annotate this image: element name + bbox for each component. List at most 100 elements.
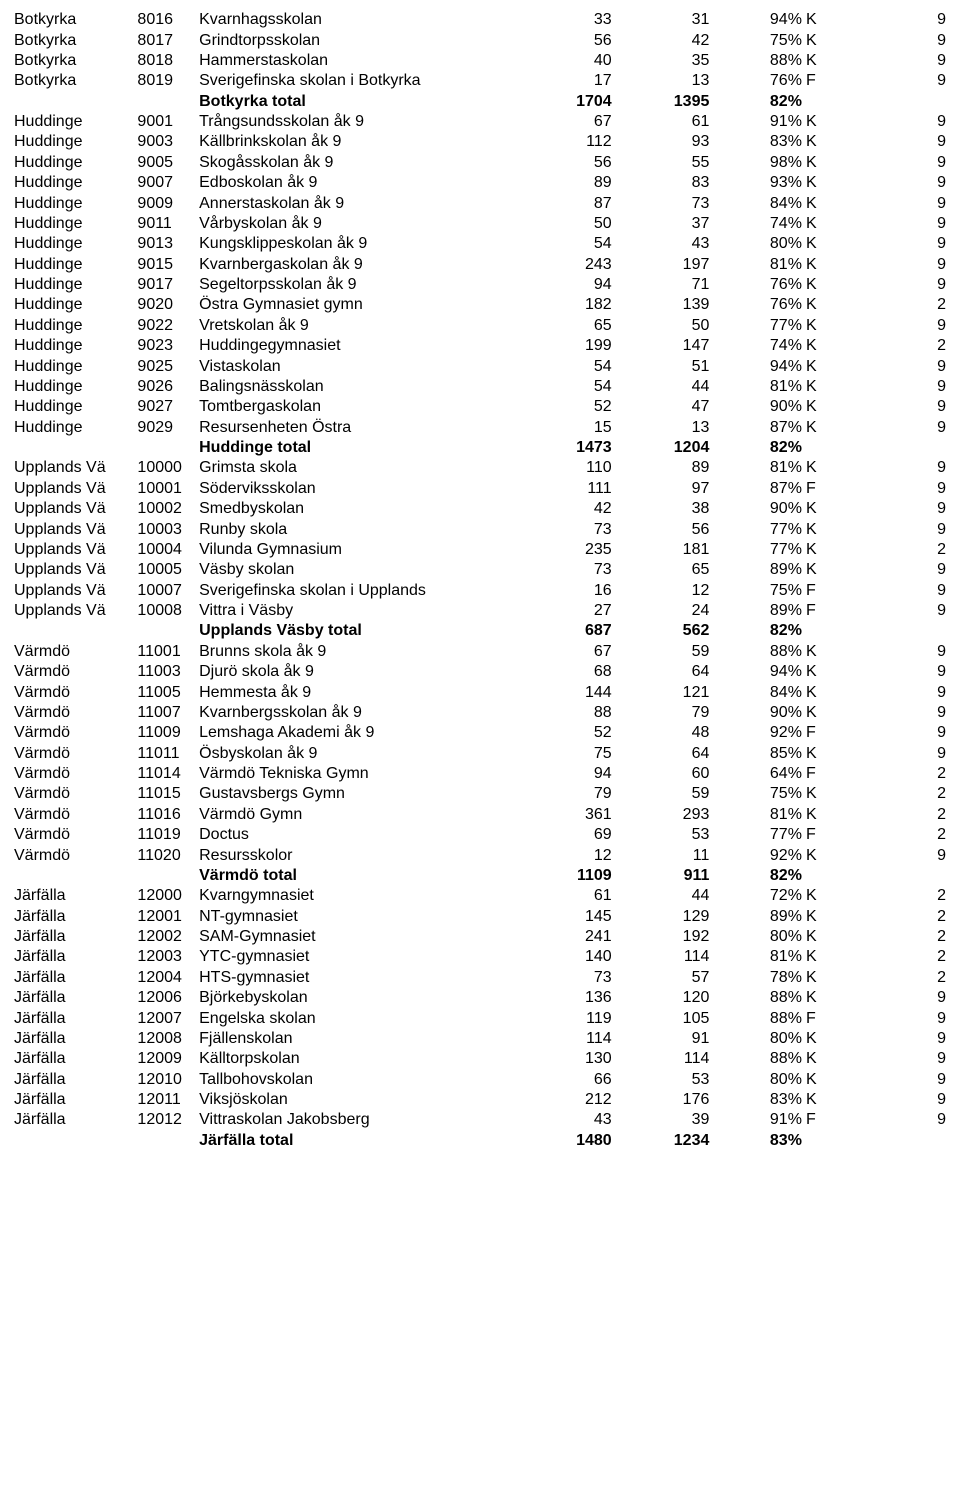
total-row: Värmdö total110991182% bbox=[12, 866, 948, 886]
cell-value2: 129 bbox=[614, 907, 712, 927]
cell-grade: 9 bbox=[835, 153, 948, 173]
table-row: Huddinge9009Annerstaskolan åk 9877384%K9 bbox=[12, 193, 948, 213]
cell-type: K bbox=[804, 356, 835, 376]
cell-municipality: Huddinge bbox=[12, 112, 135, 132]
cell-type: F bbox=[804, 1008, 835, 1028]
cell-type: K bbox=[804, 560, 835, 580]
cell-value2: 93 bbox=[614, 132, 712, 152]
cell-municipality: Värmdö bbox=[12, 825, 135, 845]
cell-code: 10008 bbox=[135, 601, 197, 621]
cell-name: Värmdö total bbox=[197, 866, 516, 886]
cell-percent: 81% bbox=[711, 377, 804, 397]
cell-code: 8018 bbox=[135, 51, 197, 71]
table-row: Värmdö11019Doctus695377%F2 bbox=[12, 825, 948, 845]
cell-type: K bbox=[804, 377, 835, 397]
table-row: Värmdö11003Djurö skola åk 9686494%K9 bbox=[12, 662, 948, 682]
cell-name: Fjällenskolan bbox=[197, 1029, 516, 1049]
cell-type: K bbox=[804, 275, 835, 295]
total-row: Upplands Väsby total68756282% bbox=[12, 621, 948, 641]
cell-value1: 73 bbox=[516, 519, 614, 539]
cell-code bbox=[135, 621, 197, 641]
cell-name: Trångsundsskolan åk 9 bbox=[197, 112, 516, 132]
cell-value1: 87 bbox=[516, 193, 614, 213]
cell-percent: 87% bbox=[711, 418, 804, 438]
cell-name: Värmdö Tekniska Gymn bbox=[197, 764, 516, 784]
cell-value1: 43 bbox=[516, 1110, 614, 1130]
cell-code: 9023 bbox=[135, 336, 197, 356]
cell-type: K bbox=[804, 805, 835, 825]
cell-value2: 61 bbox=[614, 112, 712, 132]
cell-percent: 81% bbox=[711, 458, 804, 478]
cell-code: 9022 bbox=[135, 316, 197, 336]
cell-code: 10000 bbox=[135, 458, 197, 478]
cell-value1: 88 bbox=[516, 703, 614, 723]
cell-percent: 94% bbox=[711, 10, 804, 30]
cell-code: 9009 bbox=[135, 193, 197, 213]
cell-municipality: Huddinge bbox=[12, 316, 135, 336]
table-row: Järfälla12008Fjällenskolan1149180%K9 bbox=[12, 1029, 948, 1049]
cell-code: 9029 bbox=[135, 418, 197, 438]
cell-municipality: Upplands Vä bbox=[12, 560, 135, 580]
cell-percent: 84% bbox=[711, 193, 804, 213]
cell-code: 12008 bbox=[135, 1029, 197, 1049]
cell-value1: 65 bbox=[516, 316, 614, 336]
cell-grade: 9 bbox=[835, 744, 948, 764]
cell-value1: 50 bbox=[516, 214, 614, 234]
cell-value2: 43 bbox=[614, 234, 712, 254]
cell-type: K bbox=[804, 112, 835, 132]
cell-grade: 9 bbox=[835, 845, 948, 865]
cell-value1: 33 bbox=[516, 10, 614, 30]
cell-type: K bbox=[804, 519, 835, 539]
table-row: Huddinge9001Trångsundsskolan åk 9676191%… bbox=[12, 112, 948, 132]
cell-code: 11019 bbox=[135, 825, 197, 845]
cell-percent: 87% bbox=[711, 479, 804, 499]
cell-name: Segeltorpsskolan åk 9 bbox=[197, 275, 516, 295]
cell-percent: 80% bbox=[711, 927, 804, 947]
table-row: Huddinge9003Källbrinkskolan åk 91129383%… bbox=[12, 132, 948, 152]
cell-percent: 82% bbox=[711, 621, 804, 641]
cell-value2: 42 bbox=[614, 30, 712, 50]
cell-municipality: Upplands Vä bbox=[12, 601, 135, 621]
cell-type: K bbox=[804, 458, 835, 478]
cell-type: K bbox=[804, 1049, 835, 1069]
table-row: Botkyrka8018Hammerstaskolan403588%K9 bbox=[12, 51, 948, 71]
cell-municipality: Järfälla bbox=[12, 1070, 135, 1090]
cell-value1: 17 bbox=[516, 71, 614, 91]
cell-value1: 42 bbox=[516, 499, 614, 519]
table-row: Huddinge9027Tomtbergaskolan524790%K9 bbox=[12, 397, 948, 417]
cell-grade: 9 bbox=[835, 479, 948, 499]
cell-percent: 90% bbox=[711, 397, 804, 417]
cell-code: 12012 bbox=[135, 1110, 197, 1130]
cell-type: K bbox=[804, 1070, 835, 1090]
cell-value2: 64 bbox=[614, 744, 712, 764]
cell-grade: 9 bbox=[835, 581, 948, 601]
cell-municipality: Värmdö bbox=[12, 784, 135, 804]
cell-code: 9005 bbox=[135, 153, 197, 173]
cell-code: 9003 bbox=[135, 132, 197, 152]
cell-percent: 74% bbox=[711, 214, 804, 234]
cell-percent: 74% bbox=[711, 336, 804, 356]
cell-type: K bbox=[804, 30, 835, 50]
cell-code: 12004 bbox=[135, 968, 197, 988]
cell-percent: 88% bbox=[711, 988, 804, 1008]
cell-type: K bbox=[804, 295, 835, 315]
table-row: Järfälla12012Vittraskolan Jakobsberg4339… bbox=[12, 1110, 948, 1130]
cell-name: Kvarngymnasiet bbox=[197, 886, 516, 906]
cell-name: Kvarnbergsskolan åk 9 bbox=[197, 703, 516, 723]
cell-code: 11005 bbox=[135, 682, 197, 702]
cell-name: Huddingegymnasiet bbox=[197, 336, 516, 356]
cell-grade bbox=[835, 438, 948, 458]
cell-municipality: Järfälla bbox=[12, 886, 135, 906]
table-row: Huddinge9020Östra Gymnasiet gymn18213976… bbox=[12, 295, 948, 315]
cell-name: Tallbohovskolan bbox=[197, 1070, 516, 1090]
table-row: Huddinge9025Vistaskolan545194%K9 bbox=[12, 356, 948, 376]
cell-name: Grindtorpsskolan bbox=[197, 30, 516, 50]
cell-percent: 77% bbox=[711, 825, 804, 845]
cell-value1: 67 bbox=[516, 642, 614, 662]
table-row: Värmdö11007Kvarnbergsskolan åk 9887990%K… bbox=[12, 703, 948, 723]
cell-municipality: Värmdö bbox=[12, 642, 135, 662]
cell-name: Djurö skola åk 9 bbox=[197, 662, 516, 682]
cell-value2: 1204 bbox=[614, 438, 712, 458]
cell-value1: 52 bbox=[516, 723, 614, 743]
cell-value1: 235 bbox=[516, 540, 614, 560]
